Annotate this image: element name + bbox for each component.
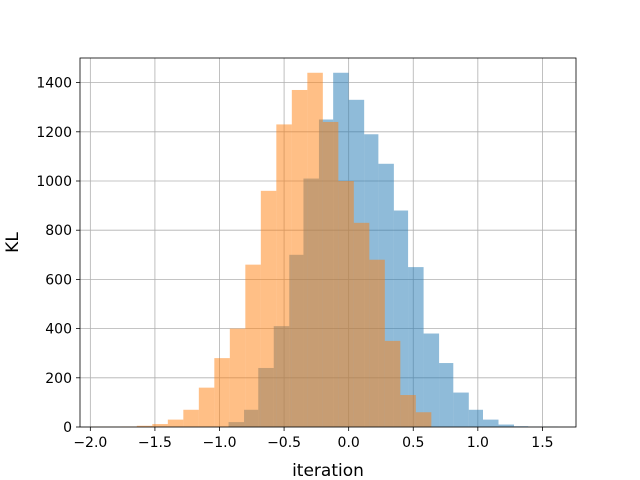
y-tick-label: 200 (45, 371, 72, 387)
histogram-bar-series-2 (136, 425, 153, 427)
histogram-bar-series-2 (291, 89, 308, 427)
y-tick-label: 1400 (36, 76, 72, 92)
histogram-bar-series-1 (408, 267, 424, 427)
x-tick-label: −0.5 (267, 435, 301, 451)
x-tick-label: −1.0 (203, 435, 237, 451)
histogram-bar-series-1 (439, 363, 454, 427)
histogram-bar-series-2 (245, 264, 261, 427)
histogram-bar-series-2 (400, 395, 416, 427)
histogram-bar-series-2 (369, 259, 385, 427)
histogram-bar-series-1 (468, 409, 483, 427)
y-axis-label: KL (3, 232, 23, 253)
histogram-bar-series-1 (483, 419, 499, 427)
x-tick-label: 0.0 (338, 435, 360, 451)
histogram-bar-series-2 (384, 340, 401, 427)
x-tick-label: −1.5 (138, 435, 172, 451)
histogram-bar-series-1 (498, 424, 514, 427)
histogram-bar-series-2 (152, 424, 168, 427)
histogram-bar-series-2 (260, 190, 277, 427)
histogram-bar-series-2 (307, 72, 323, 427)
histogram-bars (90, 72, 558, 428)
histogram-bar-series-2 (167, 419, 184, 427)
y-tick-label: 0 (63, 420, 72, 436)
histogram-bar-series-2 (276, 124, 292, 428)
histogram-bar-series-2 (338, 181, 354, 427)
histogram-bar-series-2 (198, 387, 215, 427)
histogram-bar-series-2 (214, 358, 230, 427)
y-tick-label: 1200 (36, 125, 72, 141)
x-tick-label: −2.0 (73, 435, 107, 451)
histogram-bar-series-2 (353, 222, 370, 427)
histogram-bar-series-2 (322, 121, 339, 428)
histogram-bar-series-2 (183, 409, 199, 427)
y-tick-label: 800 (45, 223, 72, 239)
x-tick-label: 1.5 (531, 435, 553, 451)
histogram-bar-series-1 (453, 392, 469, 427)
histogram-bar-series-2 (415, 412, 432, 427)
y-tick-label: 400 (45, 322, 72, 338)
y-tick-label: 1000 (36, 174, 72, 190)
x-tick-label: 0.5 (402, 435, 424, 451)
histogram-bar-series-1 (423, 333, 440, 427)
histogram-bar-series-2 (229, 328, 246, 427)
x-axis-label: iteration (292, 461, 364, 480)
plot-frame (79, 57, 577, 428)
y-tick-label: 600 (45, 272, 72, 288)
x-tick-label: 1.0 (467, 435, 489, 451)
axis-ticks: −2.0 −1.5 −1.0 −0.5 0.0 0.5 1.0 1.5 0 200 400 600 80… (36, 76, 553, 451)
